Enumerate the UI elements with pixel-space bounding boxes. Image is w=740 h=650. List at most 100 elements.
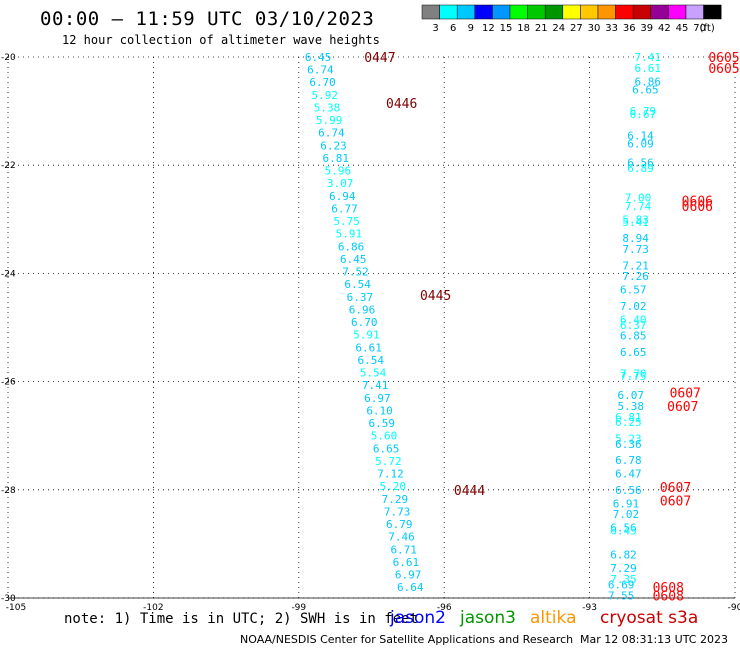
generated-timestamp: Mar 12 08:31:13 UTC 2023	[580, 633, 728, 646]
swh-value-label: 6.70	[351, 316, 378, 329]
swh-value-label: 7.52	[342, 266, 369, 279]
swh-value-label: 7.29	[382, 493, 409, 506]
swh-value-label: 6.81	[322, 152, 349, 165]
swh-value-label: 6.54	[358, 354, 385, 367]
swh-value-label: 6.97	[364, 392, 391, 405]
swh-value-label: 3.07	[327, 177, 354, 190]
swh-value-label: 6.79	[630, 105, 657, 118]
colorbar-label: 3	[432, 23, 438, 34]
swh-value-label: 7.55	[608, 589, 635, 602]
swh-value-label: 7.73	[622, 243, 649, 256]
swh-value-label: 7.73	[384, 505, 411, 518]
time-label: 0444	[454, 484, 485, 499]
swh-value-label: 8.94	[622, 232, 649, 245]
chart-subtitle: 12 hour collection of altimeter wave hei…	[62, 33, 380, 47]
swh-value-label: 6.77	[331, 202, 358, 215]
swh-value-label: 6.45	[610, 524, 637, 537]
swh-value-label: 6.14	[627, 129, 654, 142]
swh-value-label: 5.72	[375, 455, 402, 468]
swh-value-label: 7.41	[362, 379, 389, 392]
swh-value-label: 7.46	[388, 531, 415, 544]
credit-line: NOAA/NESDIS Center for Satellite Applica…	[240, 633, 574, 646]
colorbar-swatch	[703, 4, 722, 20]
page-title: 00:00 – 11:59 UTC 03/10/2023	[40, 8, 375, 30]
swh-value-label: 6.45	[305, 51, 332, 64]
swh-value-label: 6.54	[344, 278, 371, 291]
swh-value-label: 6.56	[610, 522, 637, 535]
time-label: 0607	[660, 481, 691, 496]
swh-value-label: 6.71	[390, 543, 417, 556]
swh-value-label: 5.91	[336, 228, 363, 241]
time-label: 0605	[708, 62, 739, 77]
y-tick-label: -24	[1, 269, 16, 279]
swh-value-label: 6.61	[393, 556, 420, 569]
swh-value-label: 5.75	[333, 215, 360, 228]
time-label: 0607	[667, 400, 698, 415]
swh-value-label: 6.61	[355, 341, 382, 354]
swh-value-label: 6.70	[309, 76, 336, 89]
swh-value-label: 6.79	[386, 518, 413, 531]
colorbar-label: 33	[605, 23, 618, 34]
swh-value-label: 6.91	[613, 497, 640, 510]
swh-value-label: 6.47	[615, 468, 642, 481]
swh-value-label: 5.92	[312, 89, 339, 102]
colorbar-label: 6	[450, 23, 456, 34]
swh-value-label: 6.65	[373, 442, 400, 455]
colorbar-label: 27	[570, 23, 583, 34]
legend-jason2: jason2	[390, 608, 446, 628]
footer-note: note: 1) Time is in UTC; 2) SWH is in fe…	[64, 611, 419, 627]
swh-value-label: 6.81	[615, 411, 642, 424]
swh-value-label: 7.35	[610, 573, 637, 586]
swh-value-label: 7.12	[377, 468, 404, 481]
swh-value-label: 7.02	[620, 300, 647, 313]
swh-value-label: 7.70	[620, 367, 647, 380]
colorbar-label: 45	[676, 23, 689, 34]
legend-cryosat: cryosat s3a	[600, 608, 699, 628]
swh-value-label: 7.75	[620, 370, 647, 383]
x-tick-label: -90	[728, 603, 740, 613]
x-tick-label: -105	[6, 603, 26, 613]
colorbar-label: 18	[517, 23, 530, 34]
swh-value-label: 5.91	[353, 329, 380, 342]
colorbar-label: 36	[623, 23, 636, 34]
swh-value-label: 7.00	[625, 192, 652, 205]
swh-value-label: 6.94	[329, 190, 356, 203]
swh-value-label: 6.25	[615, 416, 642, 429]
swh-value-label: 6.69	[608, 578, 635, 591]
y-tick-label: -26	[1, 378, 16, 388]
swh-value-label: 6.78	[615, 454, 642, 467]
swh-value-label: 5.23	[615, 432, 642, 445]
time-label: 0607	[660, 495, 691, 510]
time-label: 0607	[670, 386, 701, 401]
x-tick-label: -96	[437, 603, 452, 613]
swh-value-label: 6.85	[620, 330, 647, 343]
time-label: 0608	[653, 589, 684, 604]
swh-value-label: 6.10	[366, 404, 393, 417]
y-tick-label: -22	[1, 161, 16, 171]
swh-value-label: 7.21	[622, 259, 649, 272]
swh-value-label: 6.09	[627, 138, 654, 151]
swh-value-label: 7.74	[625, 200, 652, 213]
colorbar-label: (ft)	[700, 23, 715, 34]
swh-value-label: 6.86	[635, 75, 662, 88]
colorbar-label: 15	[500, 23, 513, 34]
swh-value-label: 6.37	[347, 291, 374, 304]
swh-value-label: 6.56	[627, 156, 654, 169]
swh-value-label: 6.65	[620, 346, 647, 359]
legend-altika: altika	[530, 608, 577, 628]
time-label: 0447	[364, 51, 395, 66]
swh-value-label: 7.29	[610, 562, 637, 575]
swh-value-label: 7.41	[635, 51, 662, 64]
swh-value-label: 7.02	[613, 508, 640, 521]
colorbar-label: 39	[640, 23, 653, 34]
swh-value-label: 6.67	[630, 108, 657, 121]
time-label: 0606	[682, 194, 713, 209]
time-label: 0445	[420, 289, 451, 304]
swh-value-label: 6.45	[340, 253, 367, 266]
x-tick-label: -99	[291, 603, 306, 613]
y-tick-label: -30	[1, 594, 16, 604]
colorbar-label: 21	[535, 23, 548, 34]
swh-value-label: 5.99	[316, 114, 343, 127]
swh-value-label: 5.60	[371, 430, 398, 443]
